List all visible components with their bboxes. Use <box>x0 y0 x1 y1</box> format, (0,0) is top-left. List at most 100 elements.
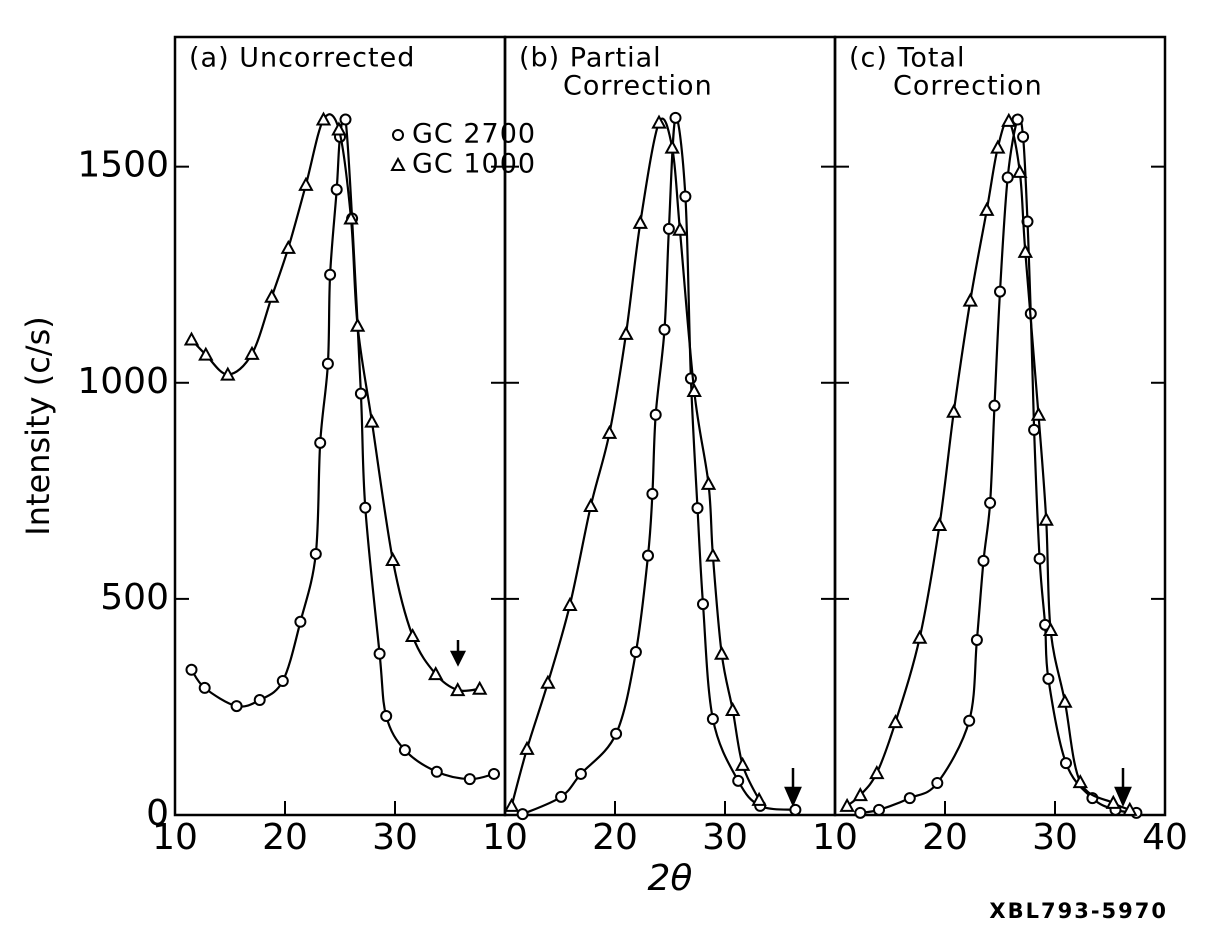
x-tick-label: 30 <box>1032 817 1078 858</box>
marker-triangle <box>962 292 978 307</box>
marker-circle <box>294 615 307 628</box>
y-tick-label: 0 <box>146 793 169 834</box>
marker-triangle <box>349 317 366 332</box>
legend-label: GC 1000 <box>412 149 536 180</box>
panel-title: (c) Total <box>849 43 966 74</box>
marker-triangle <box>503 797 520 812</box>
legend-label: GC 2700 <box>412 119 536 150</box>
marker-triangle <box>1122 801 1138 816</box>
marker-circle <box>314 436 327 449</box>
x-tick-label: 20 <box>262 817 308 858</box>
marker-triangle <box>519 740 535 755</box>
y-tick-label: 1500 <box>77 145 169 186</box>
marker-circle <box>984 496 997 509</box>
y-tick-label: 1000 <box>77 361 169 402</box>
marker-triangle <box>700 475 717 490</box>
marker-triangle <box>1038 511 1054 526</box>
marker-triangle <box>912 629 928 644</box>
marker-circle <box>1033 552 1046 565</box>
marker-circle <box>988 399 1001 412</box>
marker-circle <box>574 767 587 780</box>
marker-circle <box>649 408 662 421</box>
panel-frame <box>833 35 1167 817</box>
marker-circle <box>977 554 990 567</box>
marker-triangle <box>686 382 702 397</box>
marker-circle <box>430 765 443 778</box>
marker-circle <box>1011 113 1024 126</box>
marker-triangle <box>979 201 995 216</box>
marker-circle <box>642 549 654 562</box>
marker-circle <box>970 633 983 646</box>
marker-circle <box>339 113 352 126</box>
x-axis-label: 2θ <box>648 858 693 899</box>
marker-triangle <box>540 674 556 689</box>
marker-circle <box>931 777 944 790</box>
marker-triangle <box>618 325 634 340</box>
marker-circle <box>253 694 266 707</box>
marker-circle <box>691 502 704 515</box>
x-tick-label: 10 <box>482 817 528 858</box>
marker-circle <box>1042 672 1055 685</box>
marker-triangle <box>298 176 314 191</box>
x-tick-label: 20 <box>592 817 638 858</box>
marker-circle <box>463 773 476 786</box>
marker-circle <box>516 808 529 821</box>
marker-triangle <box>664 139 680 154</box>
marker-circle <box>669 111 682 124</box>
marker-triangle <box>714 645 730 660</box>
marker-circle <box>398 744 411 757</box>
panel-title: Correction <box>893 71 1043 102</box>
x-tick-label: 10 <box>812 817 858 858</box>
curve <box>190 113 495 781</box>
marker-circle <box>1001 171 1014 184</box>
marker-triangle <box>672 221 688 236</box>
marker-triangle <box>450 681 466 697</box>
curve <box>860 115 1137 814</box>
curve <box>522 116 796 816</box>
marker-triangle <box>601 424 618 439</box>
x-tick-label: 30 <box>702 817 748 858</box>
marker-circle <box>1017 130 1030 143</box>
marker-triangle <box>734 756 751 771</box>
marker-circle <box>854 806 867 819</box>
marker-circle <box>1028 423 1041 436</box>
marker-triangle <box>946 403 962 418</box>
marker-triangle <box>632 214 648 229</box>
marker-circle <box>873 803 885 816</box>
marker-triangle <box>385 551 401 566</box>
marker-triangle <box>280 239 296 254</box>
marker-triangle <box>404 627 421 643</box>
marker-circle <box>488 767 500 780</box>
marker-circle <box>185 663 198 676</box>
marker-triangle <box>1012 163 1028 178</box>
marker-triangle <box>562 596 578 611</box>
marker-circle <box>706 713 719 726</box>
panel-title: (a) Uncorrected <box>189 43 415 74</box>
marker-triangle <box>264 288 280 303</box>
marker-triangle <box>887 713 904 729</box>
marker-triangle <box>852 787 868 802</box>
marker-triangle <box>583 497 599 512</box>
marker-triangle <box>343 210 359 225</box>
marker-circle <box>198 681 211 694</box>
marker-circle <box>321 357 334 370</box>
marker-triangle <box>1001 112 1017 127</box>
marker-circle <box>324 268 337 281</box>
marker-circle <box>963 714 976 727</box>
marker-triangle <box>183 331 200 346</box>
marker-circle <box>646 487 659 500</box>
marker-triangle <box>1030 406 1047 421</box>
marker-circle <box>610 727 623 740</box>
marker-triangle <box>1072 774 1088 789</box>
marker-circle <box>380 710 393 723</box>
marker-circle <box>359 501 372 514</box>
marker-triangle <box>751 791 767 806</box>
marker-circle <box>662 222 675 235</box>
marker-triangle <box>869 764 885 780</box>
marker-circle <box>309 547 322 560</box>
legend-marker <box>390 156 406 171</box>
marker-triangle <box>990 139 1006 154</box>
marker-triangle <box>931 516 948 531</box>
y-tick-label: 500 <box>100 577 169 618</box>
